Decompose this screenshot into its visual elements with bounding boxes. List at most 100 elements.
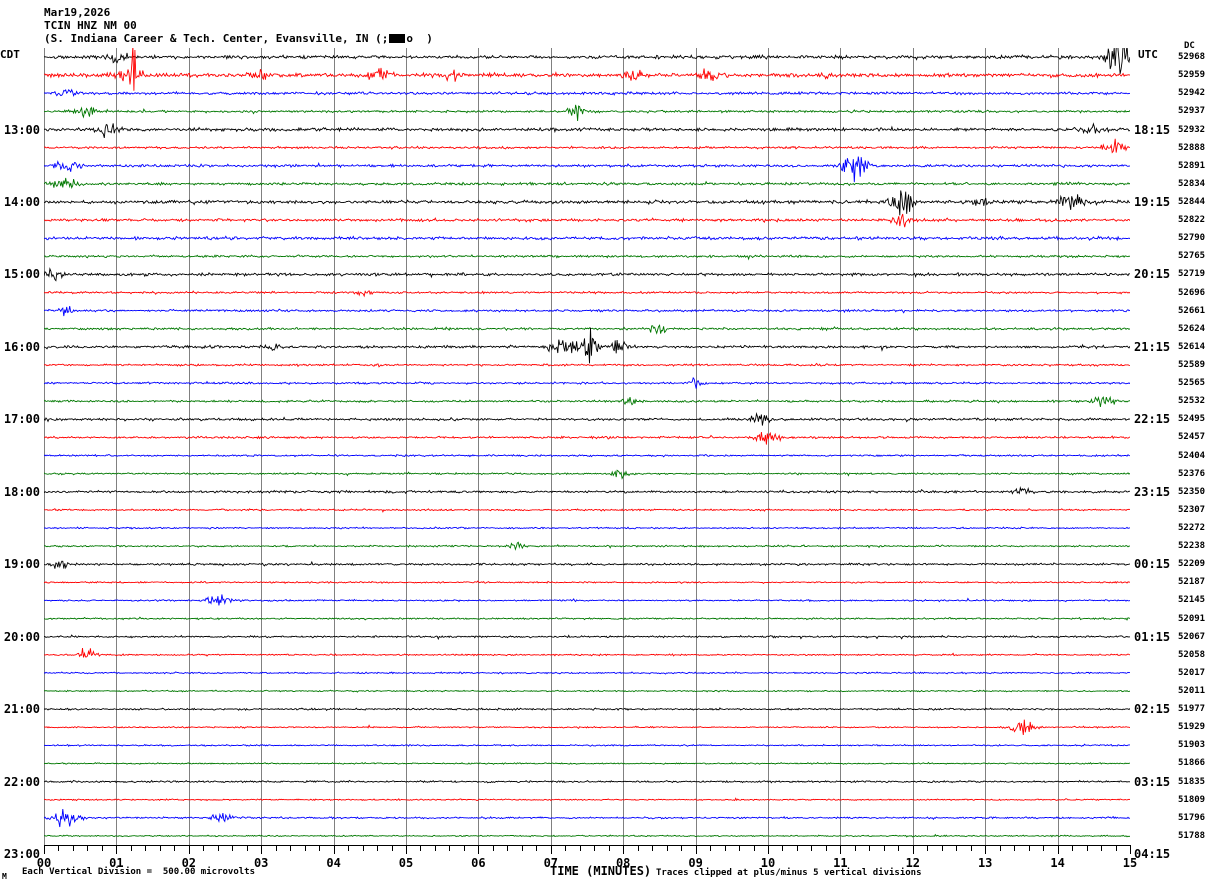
- dc-value: 51866: [1178, 758, 1206, 769]
- seismic-trace: [44, 689, 1130, 693]
- seismic-trace: [44, 431, 1130, 445]
- right-time-label: 02:15: [1134, 702, 1171, 717]
- dc-value: 52532: [1178, 396, 1206, 407]
- dc-value: 52187: [1178, 577, 1206, 588]
- seismic-trace: [44, 580, 1130, 584]
- dc-value: 52307: [1178, 504, 1206, 515]
- right-time-label: 20:15: [1134, 267, 1171, 282]
- left-time-label: 16:00: [3, 339, 40, 354]
- x-tick-label: 08: [615, 856, 631, 870]
- right-time-label: 23:15: [1134, 484, 1171, 499]
- left-timezone-label: CDT: [0, 48, 20, 61]
- dc-value: 52834: [1178, 178, 1206, 189]
- left-time-label: 13:00: [3, 122, 40, 137]
- dc-value: 52272: [1178, 523, 1206, 533]
- footer-scale-note: Each Vertical Division = 500.00 microvol…: [22, 867, 255, 877]
- x-tick-label: 02: [181, 856, 197, 870]
- right-time-label: 00:15: [1134, 557, 1171, 572]
- dc-value: 52058: [1178, 649, 1206, 660]
- x-tick-label: 11: [833, 856, 848, 870]
- seismic-trace: [44, 213, 1130, 228]
- seismic-trace: [44, 808, 1130, 828]
- seismic-trace: [44, 376, 1130, 389]
- dc-value: 52661: [1178, 305, 1206, 316]
- dc-value: 52719: [1178, 269, 1206, 280]
- seismic-trace: [44, 634, 1130, 641]
- seismic-trace: [44, 469, 1130, 480]
- seismic-trace: [44, 779, 1130, 784]
- footer-clip-note: Traces clipped at plus/minus 5 vertical …: [656, 868, 922, 878]
- seismic-trace: [44, 362, 1130, 368]
- seismic-trace: [44, 327, 1130, 364]
- dc-value: 52614: [1178, 341, 1206, 352]
- x-tick-label: 13: [977, 856, 993, 870]
- seismic-trace: [44, 616, 1130, 621]
- dc-value: 52765: [1178, 251, 1206, 262]
- dc-value: 51809: [1178, 794, 1206, 805]
- seismic-trace: [44, 254, 1130, 261]
- dc-value: 52959: [1178, 70, 1206, 81]
- dc-column-header: DC: [1184, 41, 1195, 51]
- seismic-trace: [44, 267, 1130, 282]
- dc-value: 52888: [1178, 142, 1206, 153]
- x-tick-label: 09: [688, 856, 703, 870]
- dc-value: 52145: [1178, 595, 1206, 606]
- seismogram-plot: [44, 48, 1130, 845]
- seismic-trace: [44, 707, 1130, 712]
- seismic-trace: [44, 560, 1130, 570]
- x-tick-label: 00: [36, 856, 52, 870]
- header-location-prefix: (S. Indiana Career & Tech. Center, Evans…: [44, 32, 389, 45]
- x-tick-label: 01: [109, 856, 124, 870]
- dc-value: 52942: [1178, 88, 1206, 99]
- x-tick-label: 10: [760, 856, 776, 870]
- right-time-label: 01:15: [1134, 629, 1171, 644]
- dc-value: 52495: [1178, 414, 1206, 425]
- header-location-suffix: o ): [406, 32, 433, 45]
- left-time-label: 22:00: [3, 774, 40, 789]
- seismic-trace: [44, 156, 1130, 183]
- right-timezone-label: UTC: [1138, 48, 1158, 61]
- dc-value: 51835: [1178, 776, 1206, 787]
- seismic-trace: [44, 48, 1130, 74]
- dc-value: 52696: [1178, 287, 1206, 298]
- right-time-label: 22:15: [1134, 412, 1171, 427]
- x-tick-label: 07: [543, 856, 559, 870]
- dc-value: 51977: [1178, 704, 1206, 715]
- dc-value: 51796: [1178, 812, 1206, 823]
- dc-value: 52011: [1178, 686, 1206, 697]
- header-date: Mar19,2026: [44, 6, 111, 19]
- dc-value: 52822: [1178, 215, 1206, 226]
- right-time-label: 19:15: [1134, 194, 1171, 209]
- left-time-label: 17:00: [3, 412, 40, 427]
- seismic-trace: [44, 526, 1130, 530]
- seismic-trace: [44, 104, 1130, 122]
- seismic-trace: [44, 395, 1130, 407]
- dc-value: 51929: [1178, 722, 1206, 733]
- seismic-trace: [44, 833, 1130, 838]
- right-time-label: 03:15: [1134, 774, 1171, 789]
- dc-value: 52457: [1178, 432, 1206, 443]
- dc-value: 52404: [1178, 450, 1206, 461]
- left-time-label: 18:00: [3, 484, 40, 499]
- dc-value: 51903: [1178, 740, 1206, 751]
- seismic-trace: [44, 324, 1130, 335]
- x-axis-title: TIME (MINUTES): [550, 864, 652, 878]
- dc-value: 52624: [1178, 323, 1206, 334]
- seismic-trace: [44, 88, 1130, 98]
- right-time-label: 18:15: [1134, 122, 1171, 137]
- obscured-text-block: [389, 34, 406, 43]
- dc-value: 52067: [1178, 631, 1206, 642]
- seismic-trace: [44, 797, 1130, 802]
- dc-value: 52589: [1178, 359, 1206, 370]
- x-tick-label: 15: [1122, 856, 1138, 870]
- footer-m-mark: M: [2, 872, 7, 881]
- seismic-trace: [44, 486, 1130, 495]
- seismic-trace: [44, 138, 1130, 154]
- right-time-label: 04:15: [1134, 847, 1171, 862]
- seismic-trace: [44, 122, 1130, 139]
- left-time-label: 19:00: [3, 557, 40, 572]
- seismic-trace: [44, 190, 1130, 216]
- header-location: (S. Indiana Career & Tech. Center, Evans…: [44, 32, 433, 45]
- seismic-trace: [44, 541, 1130, 551]
- seismic-trace: [44, 412, 1130, 426]
